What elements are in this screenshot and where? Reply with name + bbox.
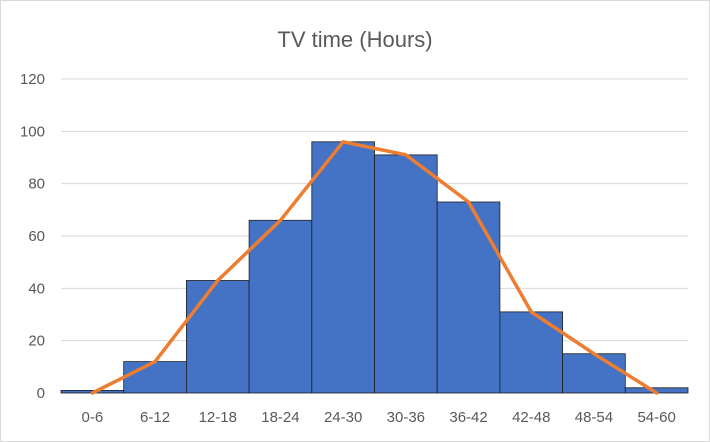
x-tick-label: 54-60 [637, 409, 675, 426]
polygon-line [90, 140, 659, 395]
bar [562, 353, 626, 394]
x-tick-label: 30-36 [387, 409, 425, 426]
bar [248, 219, 313, 394]
bar [436, 201, 501, 394]
x-tick-label: 48-54 [575, 409, 613, 426]
y-tick-label: 80 [28, 176, 45, 193]
x-tick-label: 0-6 [82, 409, 104, 426]
x-tick-label: 36-42 [449, 409, 487, 426]
y-axis-ticks: 0 20 40 60 80 100 120 [20, 71, 45, 402]
bar [374, 154, 438, 394]
bars [60, 141, 689, 394]
y-tick-label: 60 [28, 228, 45, 245]
y-tick-label: 100 [20, 123, 45, 140]
x-tick-label: 42-48 [512, 409, 550, 426]
x-tick-label: 12-18 [199, 409, 237, 426]
y-tick-label: 20 [28, 333, 45, 350]
x-tick-label: 24-30 [324, 409, 362, 426]
y-tick-label: 40 [28, 280, 45, 297]
y-tick-label: 120 [20, 71, 45, 88]
bar [185, 280, 250, 394]
x-axis-ticks: 0-6 6-12 12-18 18-24 24-30 30-36 36-42 42-48 48-… [82, 409, 676, 426]
bar [499, 311, 563, 394]
bar [123, 361, 187, 394]
frequency-polygon-line [90, 140, 659, 395]
y-tick-label: 0 [37, 385, 45, 402]
chart-title: TV time (Hours) [277, 27, 432, 52]
bar [311, 141, 375, 394]
x-tick-label: 6-12 [140, 409, 170, 426]
x-tick-label: 18-24 [261, 409, 299, 426]
